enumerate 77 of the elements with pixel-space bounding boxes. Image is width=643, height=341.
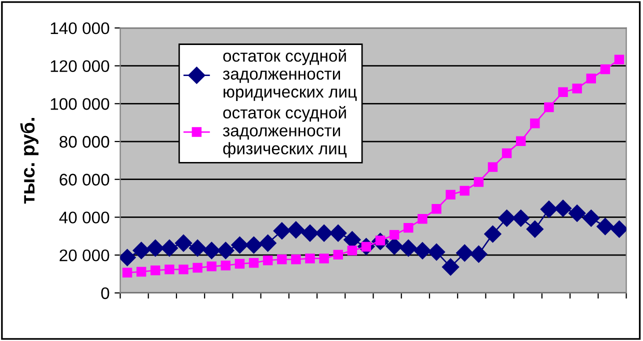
point (150, 266, 160, 276)
point (316, 224, 333, 242)
point (178, 264, 188, 274)
point (428, 243, 446, 261)
legend-label: остаток ссудной задолженности физических лиц (222, 106, 347, 158)
point (231, 236, 248, 254)
point (174, 234, 192, 252)
point (160, 240, 178, 257)
point (610, 220, 626, 238)
point (389, 230, 400, 240)
point (220, 260, 231, 270)
point (120, 248, 136, 266)
y-tick-label: 0 (101, 287, 110, 300)
point (544, 102, 554, 112)
point (470, 246, 488, 263)
point (414, 242, 432, 260)
point (301, 224, 319, 242)
point (418, 214, 428, 224)
point (572, 84, 582, 94)
y-tick-label: 140 000 (50, 22, 110, 34)
point (248, 258, 259, 268)
point (386, 238, 403, 255)
point (526, 220, 544, 238)
point (586, 74, 596, 84)
point (245, 236, 262, 254)
point (234, 258, 245, 269)
y-tick-label: 60 000 (60, 174, 110, 186)
point (456, 244, 474, 262)
point (273, 222, 290, 240)
point (206, 262, 216, 272)
point (498, 210, 516, 227)
point (287, 221, 304, 238)
point (558, 87, 568, 97)
point (259, 234, 276, 252)
point (582, 210, 600, 227)
point (614, 54, 624, 64)
point (460, 186, 470, 196)
point (136, 266, 146, 277)
point (305, 254, 315, 264)
point (277, 254, 287, 264)
point (530, 118, 540, 128)
point (446, 190, 456, 200)
y-tick-label: 80 000 (60, 136, 110, 148)
point (568, 204, 586, 222)
point (203, 242, 220, 260)
point (262, 256, 273, 266)
point (217, 242, 234, 260)
point (330, 224, 347, 242)
point (596, 218, 614, 236)
y-axis-title: тыс. руб. (20, 118, 38, 204)
point (404, 222, 414, 233)
point (442, 258, 460, 276)
y-tick-label: 20 000 (60, 249, 110, 262)
point (488, 162, 498, 172)
point (400, 240, 417, 257)
point (516, 136, 526, 146)
point (192, 262, 202, 273)
point (432, 204, 442, 214)
point (146, 240, 164, 257)
point (600, 64, 610, 74)
point (164, 264, 174, 274)
y-tick-label: 100 000 (50, 98, 110, 110)
point (502, 148, 512, 158)
point (484, 226, 502, 243)
point (189, 240, 206, 257)
y-tick-label: 40 000 (59, 212, 110, 224)
point (291, 254, 301, 264)
y-tick-label: 120 000 (50, 60, 110, 72)
point (122, 268, 132, 278)
point (319, 254, 329, 264)
point (347, 246, 358, 256)
point (132, 242, 150, 260)
point (474, 177, 484, 187)
point (554, 200, 572, 217)
point (512, 210, 530, 227)
point (333, 250, 343, 260)
point (540, 200, 558, 218)
